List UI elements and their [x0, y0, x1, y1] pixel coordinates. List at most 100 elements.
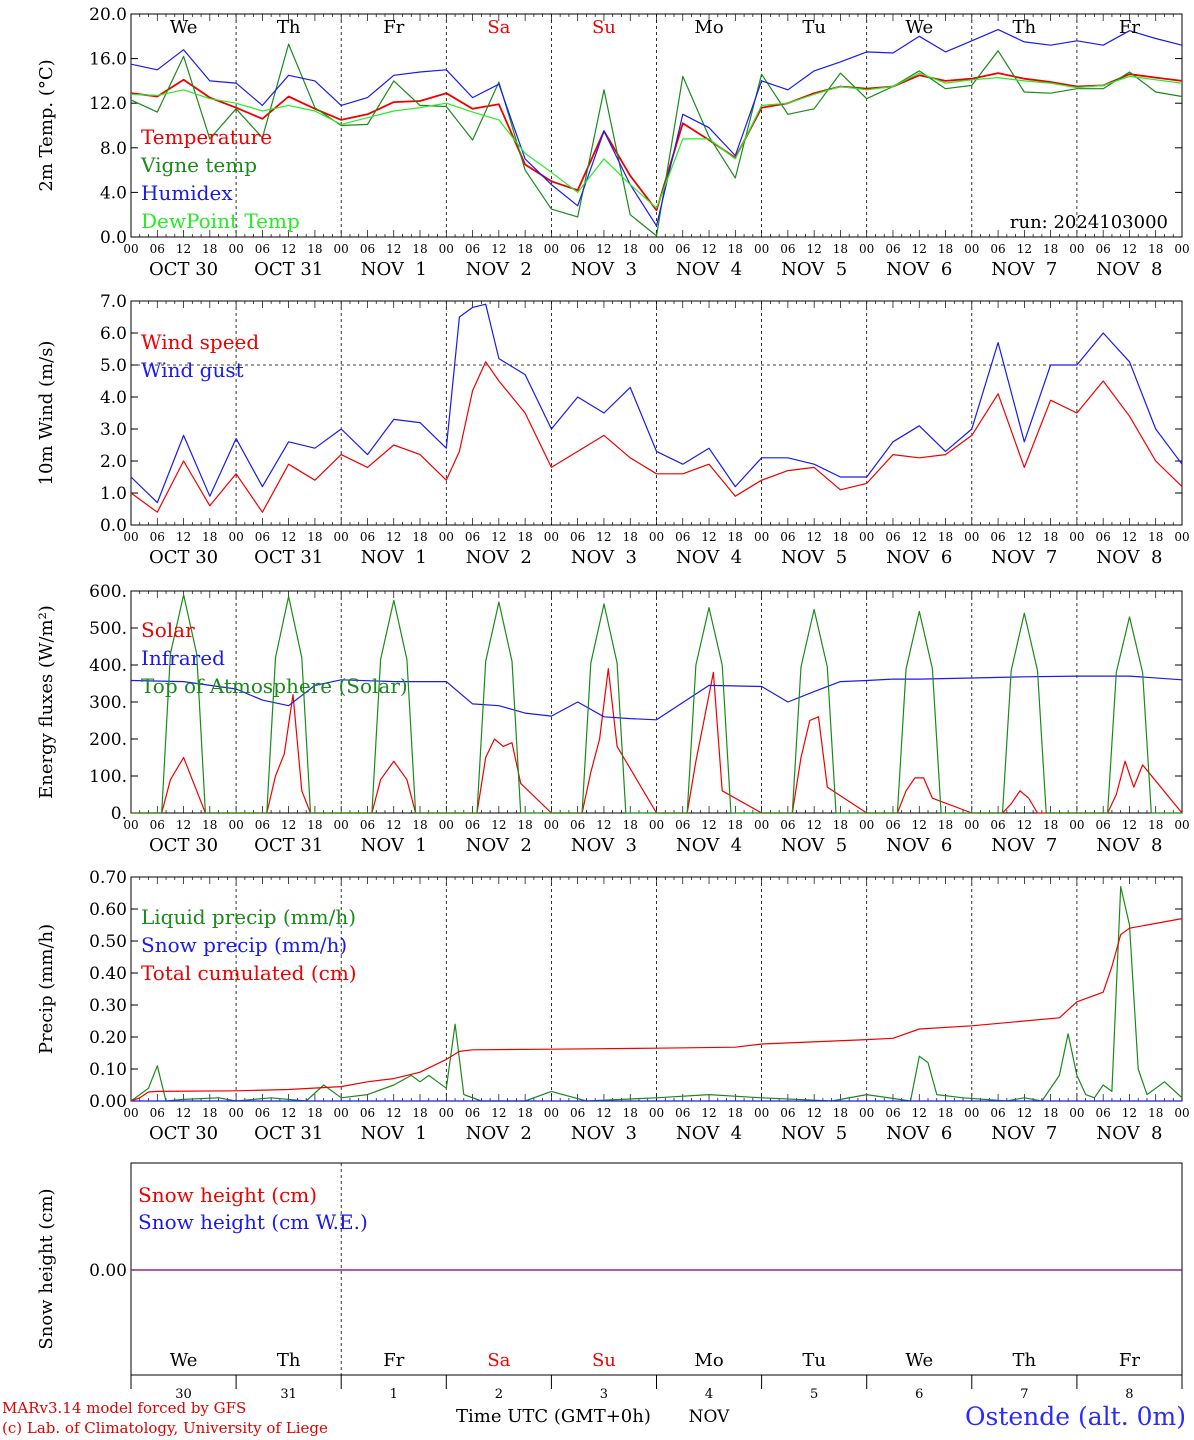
hour-tick-label: 12 [1017, 242, 1032, 256]
legend-entry: Snow precip (mm/h) [141, 933, 347, 957]
hour-tick-label: 06 [465, 1106, 480, 1120]
hour-tick-label: 00 [754, 1106, 769, 1120]
day-label: NOV 4 [676, 835, 742, 856]
day-label: NOV 2 [466, 259, 532, 280]
hour-tick-label: 00 [859, 1106, 874, 1120]
day-label: OCT 30 [149, 547, 218, 568]
hour-tick-label: 18 [307, 242, 322, 256]
hour-tick-label: 00 [439, 530, 454, 544]
day-label: OCT 31 [254, 835, 323, 856]
day-label: NOV 8 [1096, 835, 1162, 856]
y-tick-label: 200. [89, 730, 127, 750]
hour-tick-label: 06 [990, 242, 1005, 256]
hour-tick-label: 00 [228, 242, 243, 256]
y-tick-label: 500. [89, 619, 127, 639]
y-tick-label: 0.10 [89, 1060, 127, 1080]
hour-tick-label: 00 [964, 818, 979, 832]
hour-tick-label: 00 [334, 530, 349, 544]
hour-tick-label: 00 [1069, 818, 1084, 832]
hour-tick-label: 12 [596, 530, 611, 544]
y-tick-label: 0.70 [89, 868, 127, 888]
hour-tick-label: 06 [1096, 242, 1111, 256]
day-label: NOV 3 [571, 259, 637, 280]
day-label: NOV 8 [1096, 259, 1162, 280]
day-label: NOV 1 [361, 835, 427, 856]
day-number-label: 31 [280, 1387, 297, 1402]
hour-tick-label: 06 [255, 242, 270, 256]
hour-tick-label: 00 [964, 242, 979, 256]
hour-tick-label: 12 [1122, 242, 1137, 256]
hour-tick-label: 18 [623, 818, 638, 832]
hour-tick-label: 12 [281, 818, 296, 832]
panel-1: 00 06 12 18 00 06 12 18 00 06 12 18 00 06 12 18 00 06 12 18… [36, 5, 1190, 280]
y-tick-label: 0.20 [89, 1028, 127, 1048]
weekday-label: Fr [383, 1350, 404, 1371]
day-label: NOV 6 [886, 1123, 952, 1144]
weekday-label: Sa [487, 1350, 510, 1371]
hour-tick-label: 06 [360, 1106, 375, 1120]
hour-tick-label: 00 [859, 530, 874, 544]
legend-entry: DewPoint Temp [141, 209, 300, 233]
plot-frame [130, 300, 1183, 526]
hour-tick-label: 00 [334, 818, 349, 832]
hour-tick-label: 12 [386, 242, 401, 256]
hour-tick-label: 00 [859, 242, 874, 256]
hour-tick-label: 00 [754, 242, 769, 256]
hour-tick-label: 18 [833, 530, 848, 544]
hour-tick-label: 12 [807, 1106, 822, 1120]
y-tick-label: 12.0 [89, 94, 127, 114]
hour-tick-label: 12 [386, 530, 401, 544]
hour-tick-label: 00 [544, 818, 559, 832]
day-label: OCT 31 [254, 547, 323, 568]
y-axis-title: 2m Temp. (°C) [36, 59, 57, 191]
hour-tick-label: 18 [833, 1106, 848, 1120]
hour-tick-label: 18 [1148, 1106, 1163, 1120]
weekday-label: We [905, 17, 933, 38]
hour-tick-label: 18 [623, 242, 638, 256]
hour-tick-label: 12 [1017, 530, 1032, 544]
hour-tick-label: 00 [334, 242, 349, 256]
hour-tick-label: 12 [281, 1106, 296, 1120]
y-tick-label: 20.0 [89, 5, 127, 25]
hour-tick-label: 18 [938, 530, 953, 544]
hour-tick-label: 00 [649, 530, 664, 544]
hour-tick-label: 18 [833, 242, 848, 256]
y-tick-label: 0.60 [89, 900, 127, 920]
legend-entry: Wind speed [141, 330, 259, 354]
hour-tick-label: 12 [1017, 818, 1032, 832]
hour-tick-label: 06 [780, 818, 795, 832]
hour-tick-label: 00 [859, 818, 874, 832]
day-label: NOV 5 [781, 259, 847, 280]
series-line-wind-speed [130, 361, 1183, 513]
day-label: NOV 4 [676, 547, 742, 568]
day-label: NOV 3 [571, 835, 637, 856]
hour-tick-label: 00 [964, 530, 979, 544]
hour-tick-label: 18 [938, 818, 953, 832]
day-number-label: 6 [915, 1387, 923, 1402]
hour-tick-label: 12 [176, 1106, 191, 1120]
hour-tick-label: 18 [202, 818, 217, 832]
hour-tick-label: 06 [150, 818, 165, 832]
y-axis-title: 10m Wind (m/s) [36, 341, 57, 486]
station-name: Ostende (alt. 0m) [965, 1402, 1186, 1431]
hour-tick-label: 18 [1148, 818, 1163, 832]
hour-tick-label: 06 [1096, 1106, 1111, 1120]
hour-tick-label: 00 [1069, 242, 1084, 256]
hour-tick-label: 00 [544, 530, 559, 544]
hour-tick-label: 12 [281, 242, 296, 256]
y-tick-label: 16.0 [89, 50, 127, 70]
hour-tick-label: 18 [1043, 1106, 1058, 1120]
hour-tick-label: 00 [123, 530, 138, 544]
day-number-label: 7 [1020, 1387, 1028, 1402]
y-tick-label: 4.0 [100, 388, 127, 408]
day-label: NOV 7 [991, 1123, 1057, 1144]
hour-tick-label: 00 [1174, 530, 1189, 544]
hour-tick-label: 06 [465, 242, 480, 256]
panel-2: 00 06 12 18 00 06 12 18 00 06 12 18 00 06 12 18 00 06 12 18… [36, 292, 1190, 568]
legend-entry: Humidex [141, 181, 233, 205]
plot-frame [130, 13, 1183, 238]
hour-tick-label: 12 [176, 242, 191, 256]
lab-credit: (c) Lab. of Climatology, University of L… [2, 1419, 328, 1437]
day-label: OCT 30 [149, 1123, 218, 1144]
day-label: OCT 31 [254, 259, 323, 280]
